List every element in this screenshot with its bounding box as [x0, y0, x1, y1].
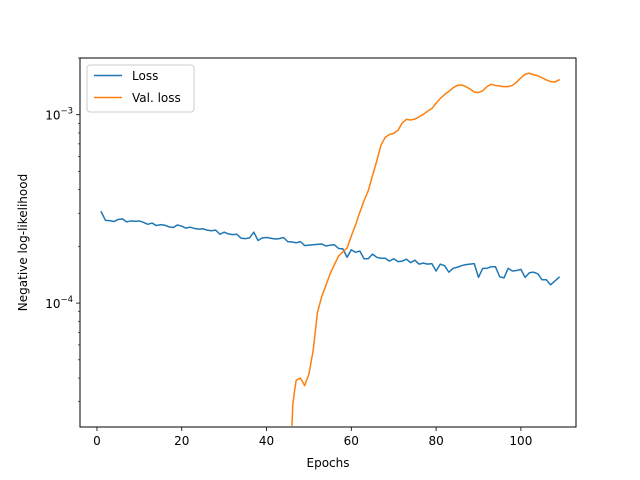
x-tick-label: 100	[509, 434, 532, 448]
legend-box	[86, 64, 195, 113]
legend-label-val-loss: Val. loss	[132, 91, 181, 105]
legend-label-loss: Loss	[132, 69, 158, 83]
plot-area	[80, 58, 576, 427]
y-axis: 10−4 10−3	[45, 57, 80, 402]
axes-frame	[79, 57, 577, 428]
series-line-loss	[100, 210, 561, 286]
x-axis-label: Epochs	[307, 456, 350, 470]
x-tick-label: 40	[259, 434, 274, 448]
y-tick-label: 10−3	[45, 107, 73, 123]
series-line-val-loss	[291, 72, 561, 426]
legend: Loss Val. loss	[86, 64, 195, 113]
x-tick-label: 0	[93, 434, 101, 448]
y-tick-label: 10−4	[45, 295, 73, 311]
x-tick-label: 80	[428, 434, 443, 448]
series-layer	[100, 72, 561, 426]
x-tick-label: 60	[344, 434, 359, 448]
x-tick-label: 20	[174, 434, 189, 448]
y-axis-label: Negative log-likelihood	[16, 174, 30, 311]
x-axis: 0 20 40 60 80 100	[93, 427, 532, 448]
